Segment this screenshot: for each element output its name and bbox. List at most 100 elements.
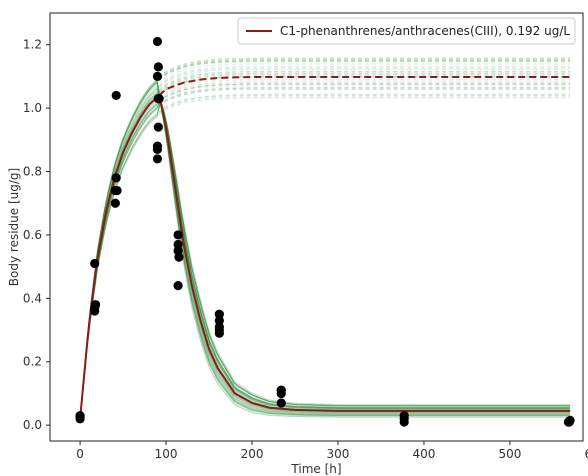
band-curve-continued [158, 66, 571, 87]
y-tick-label: 0.2 [23, 355, 42, 369]
observation-point [565, 415, 575, 425]
band-curve-continued [158, 81, 571, 101]
observation-point [110, 198, 120, 208]
band-curve-continued [158, 57, 571, 78]
y-tick-label: 0.0 [23, 418, 42, 432]
band-curve-elimination [79, 78, 571, 419]
band-curve-continued [158, 68, 571, 89]
band-curve-continued [158, 67, 571, 88]
band-curve-continued [158, 60, 571, 81]
legend: C1-phenanthrenes/anthracenes(CIII), 0.19… [237, 17, 576, 45]
observation-point [153, 62, 163, 72]
band-curve-continued [158, 63, 571, 84]
observation-point [276, 385, 286, 395]
band-curve-elimination [79, 92, 571, 419]
band-curve-continued [158, 57, 571, 78]
band-curve-elimination [79, 92, 571, 419]
band-curve-continued [158, 73, 571, 94]
band-curve-continued [158, 60, 571, 81]
band-curve-elimination [79, 81, 571, 419]
band-curve-elimination [79, 80, 571, 419]
band-curve-continued [158, 60, 571, 81]
band-curve-continued [158, 94, 571, 113]
band-curve-continued [158, 67, 571, 87]
band-curve-continued [158, 61, 571, 82]
band-curve-continued [158, 58, 571, 79]
band-curve-elimination [79, 78, 571, 419]
plot-frame [49, 12, 584, 442]
continued-exposure-curve [158, 76, 571, 97]
band-curve-elimination [79, 84, 571, 419]
band-curve-continued [158, 86, 571, 106]
band-curve-continued [158, 94, 571, 113]
band-curve-continued [158, 78, 571, 98]
observation-point [90, 300, 101, 310]
observation-point [399, 411, 409, 421]
band-curve-elimination [79, 89, 571, 419]
observation-point [152, 36, 163, 47]
band-curve-continued [158, 83, 571, 103]
band-curve-elimination [79, 80, 571, 419]
y-axis-ticks: 0.0 0.2 0.4 0.6 0.8 1.0 1.2 [23, 38, 50, 432]
legend-box [237, 17, 576, 45]
band-curve-continued [158, 94, 571, 114]
observation-point [75, 412, 85, 422]
band-curve-continued [158, 80, 571, 100]
band-curve-elimination [79, 94, 571, 419]
y-tick-label: 1.2 [23, 38, 42, 52]
band-curve-elimination [79, 93, 571, 419]
band-curve-elimination [79, 81, 571, 419]
y-tick-label: 1.0 [23, 101, 42, 115]
band-curve-continued [158, 89, 571, 108]
band-curve-continued [158, 71, 571, 91]
x-tick-label: 200 [241, 447, 264, 461]
band-curve-continued [158, 83, 571, 102]
band-curve-elimination [79, 88, 571, 419]
band-curve-elimination [79, 83, 571, 419]
band-curve-continued [158, 96, 571, 116]
band-curve-continued [158, 87, 571, 107]
observation-point [214, 315, 224, 326]
band-curve-continued [158, 95, 571, 114]
band-curve-continued [158, 97, 571, 116]
band-curve-continued [158, 71, 571, 91]
band-curve-elimination [79, 87, 571, 419]
band-curve-elimination [79, 91, 571, 419]
fit-line [79, 94, 571, 419]
observation-point [152, 71, 163, 82]
band-curve-continued [158, 74, 571, 95]
band-curve-continued [158, 67, 571, 88]
observation-point [90, 258, 100, 269]
band-curve-continued [158, 59, 571, 80]
observation-point [152, 154, 163, 164]
legend-label: C1-phenanthrenes/anthracenes(CIII), 0.19… [280, 24, 570, 38]
x-tick-label: 0 [76, 447, 84, 461]
band-curve-continued [158, 65, 571, 86]
band-curve-elimination [79, 91, 571, 419]
band-curve-continued [158, 57, 571, 79]
band-curve-elimination [79, 91, 571, 419]
band-curve-continued [158, 74, 571, 94]
band-curve-continued [158, 83, 571, 103]
band-curve-continued [158, 59, 571, 80]
band-curve-continued [158, 88, 571, 107]
band-curve-continued [158, 83, 571, 103]
x-tick-label: 400 [413, 447, 436, 461]
observation-point [173, 230, 183, 240]
band-curve-elimination [79, 82, 571, 419]
band-curve-continued [158, 96, 571, 115]
band-curve-continued [158, 59, 571, 80]
band-curve-continued [158, 58, 571, 80]
x-tick-label: 500 [498, 447, 521, 461]
band-curve-elimination [79, 80, 571, 419]
observation-point [153, 122, 163, 132]
continued-exposure-line [158, 76, 571, 97]
band-curve-continued [158, 72, 571, 93]
band-curve-continued [158, 63, 571, 84]
band-curve-elimination [79, 79, 571, 419]
observation-point [111, 90, 121, 101]
band-curve-continued [158, 59, 571, 80]
band-curve-elimination [79, 81, 571, 419]
band-curve-elimination [79, 89, 571, 419]
band-curve-continued [158, 71, 571, 91]
